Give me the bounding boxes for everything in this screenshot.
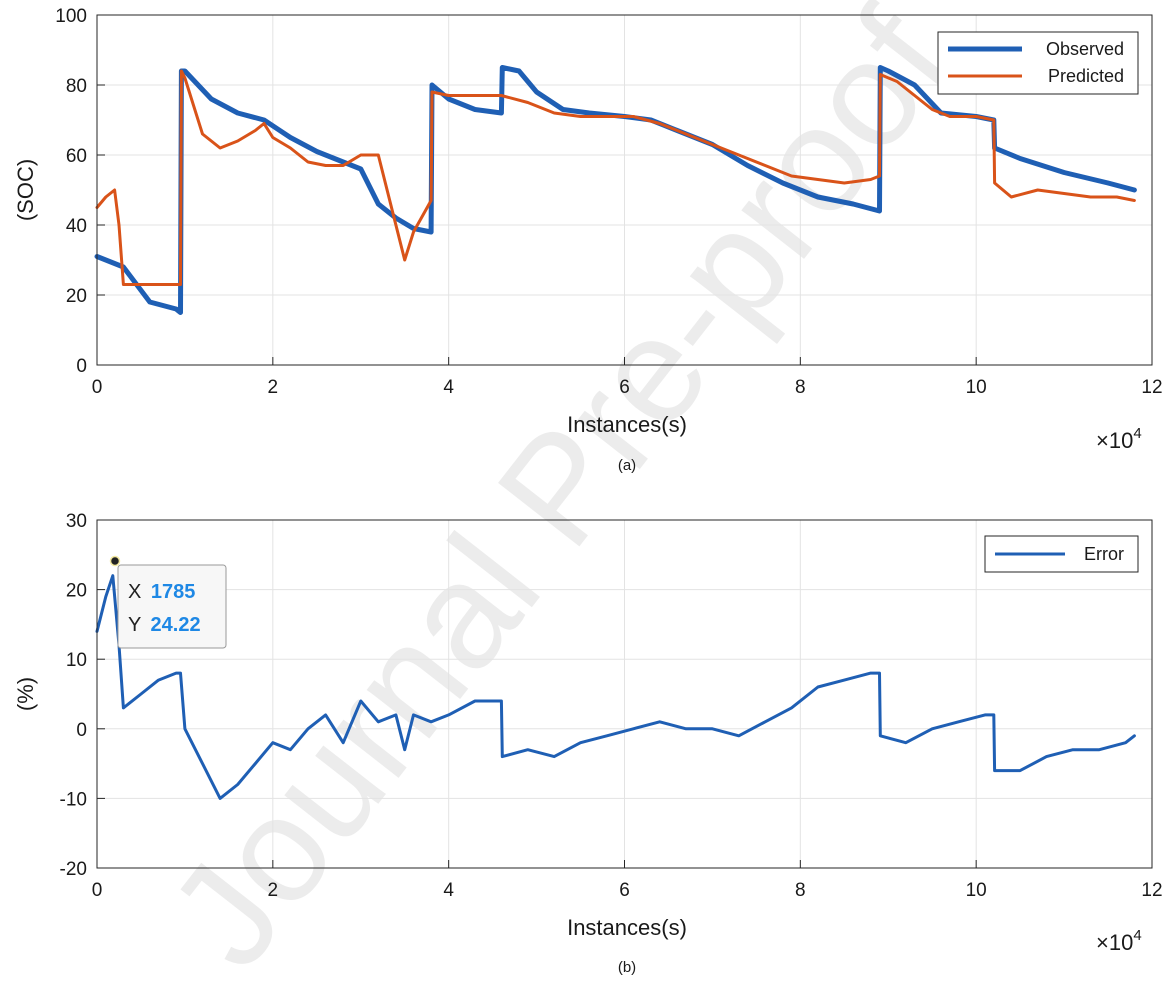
x-tick-label-b: 8 — [795, 880, 806, 901]
caption-b: (b) — [618, 959, 636, 976]
x-tick-label-a: 6 — [619, 377, 630, 398]
legend-b: Error — [984, 535, 1139, 573]
datatip[interactable]: X 1785 Y 24.22 — [109, 555, 227, 649]
x-tick-label-a: 0 — [92, 377, 103, 398]
y-tick-label-a: 40 — [66, 216, 87, 237]
series-b — [95, 574, 1136, 800]
x-axis-label-a: Instances(s) — [567, 412, 687, 437]
x-tick-label-b: 2 — [268, 880, 279, 901]
series-a — [94, 65, 1137, 315]
ticks-b: 0 2 4 6 8 10 12 -20 -10 0 10 20 30 — [60, 511, 1163, 901]
datatip-marker[interactable] — [109, 555, 121, 567]
y-tick-label-a: 80 — [66, 76, 87, 97]
y-axis-label-a: (SOC) — [13, 159, 38, 221]
legend-label-observed: Observed — [1046, 39, 1124, 59]
x-tick-label-b: 6 — [619, 880, 630, 901]
y-axis-label-b: (%) — [13, 677, 38, 711]
y-tick-label-a: 100 — [55, 6, 87, 27]
x-axis-label-b: Instances(s) — [567, 915, 687, 940]
y-tick-label-b: -10 — [60, 789, 87, 810]
datatip-box — [117, 564, 227, 649]
datatip-x: X 1785 — [128, 581, 195, 603]
x-tick-label-b: 10 — [966, 880, 987, 901]
y-tick-label-b: 20 — [66, 581, 87, 602]
legend-label-predicted: Predicted — [1048, 66, 1124, 86]
ticks-a: 0 2 4 6 8 10 12 0 20 40 60 80 100 — [55, 6, 1162, 398]
series-line-error — [95, 574, 1136, 800]
y-tick-label-a: 0 — [76, 356, 87, 377]
y-tick-label-b: 30 — [66, 511, 87, 532]
legend-label-error: Error — [1084, 544, 1124, 564]
x-tick-label-a: 12 — [1141, 377, 1162, 398]
y-tick-label-a: 60 — [66, 146, 87, 167]
x-tick-label-a: 2 — [268, 377, 279, 398]
x-tick-label-a: 10 — [966, 377, 987, 398]
legend-a: Observed Predicted — [937, 31, 1139, 95]
series-line-observed — [94, 65, 1137, 315]
caption-a: (a) — [618, 457, 636, 474]
x-tick-label-a: 4 — [443, 377, 454, 398]
datatip-y: Y 24.22 — [128, 614, 201, 636]
y-tick-label-b: -20 — [60, 859, 87, 880]
y-tick-label-b: 10 — [66, 650, 87, 671]
x-multiplier-b: ×104 — [1096, 927, 1142, 955]
y-tick-label-a: 20 — [66, 286, 87, 307]
x-tick-label-a: 8 — [795, 377, 806, 398]
chart-a: 0 2 4 6 8 10 12 0 20 40 60 80 100 Instances(s) (SOC)… — [13, 6, 1163, 474]
x-tick-label-b: 12 — [1141, 880, 1162, 901]
series-line-predicted — [95, 69, 1136, 286]
x-tick-label-b: 4 — [443, 880, 454, 901]
x-tick-label-b: 0 — [92, 880, 103, 901]
x-multiplier-a: ×104 — [1096, 425, 1142, 453]
y-tick-label-b: 0 — [76, 720, 87, 741]
